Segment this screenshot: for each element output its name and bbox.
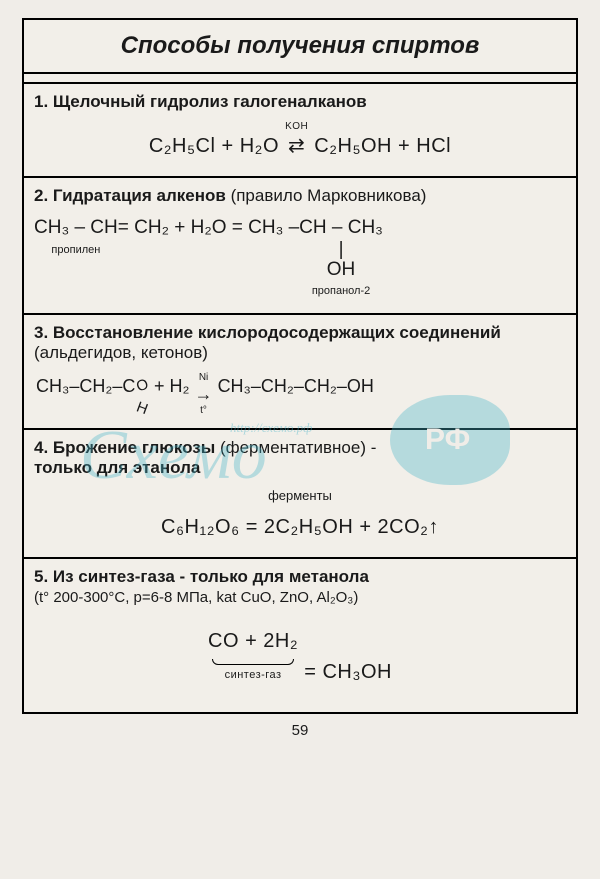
section-3: 3. Восстановление кислородосодержащих со…	[24, 315, 576, 430]
s3-head-light: (альдегидов, кетонов)	[34, 343, 208, 362]
s3-arrow-group: Ni → t°	[195, 373, 213, 414]
title-box: Способы получения спиртов	[24, 20, 576, 74]
s3-arrow: →	[195, 384, 213, 404]
s2-lhs1-sub: пропилен	[51, 243, 100, 257]
section-5-heading: 5. Из синтез-газа - только для метанола …	[34, 567, 566, 607]
s5-head-bold: 5. Из синтез-газа - только для метанола	[34, 567, 369, 586]
s3-cond-bot: t°	[195, 406, 213, 416]
page-number: 59	[22, 722, 578, 739]
s4-head-bold: 4. Брожение глюкозы	[34, 438, 215, 457]
eq1-right: C₂H₅OH + HCl	[314, 135, 451, 157]
s2-lhs2: = CH₂ + H₂O = CH₃ –	[118, 216, 299, 241]
s2-lhs1: CH₃ – CH	[34, 216, 118, 241]
section-5-equation: CO + 2H₂ синтез-газ = CH₃OH	[34, 625, 566, 688]
eq1-arrow-group: KOH ⇄	[285, 122, 308, 162]
eq1-arrow: ⇄	[288, 135, 305, 157]
s4-head-light1: (ферментативное) -	[215, 438, 376, 457]
s4-ferments: ферменты	[34, 488, 566, 503]
s3-aldehyde: OH	[135, 380, 149, 414]
s3-head-bold: 3. Восстановление кислородосодержащих со…	[34, 323, 501, 342]
section-1-heading: 1. Щелочный гидролиз галогеналканов	[34, 92, 566, 112]
s2-rhs-oh: OH	[327, 258, 356, 283]
s3-cond-top: Ni	[195, 373, 213, 383]
title-gap	[24, 74, 576, 84]
s2-head-bold: 2. Гидратация алкенов	[34, 186, 226, 205]
eq1-left: C₂H₅Cl + H₂O	[149, 135, 279, 157]
s2-propylene: CH₃ – CH пропилен	[34, 216, 118, 257]
section-1: 1. Щелочный гидролиз галогеналканов C₂H₅…	[24, 84, 576, 178]
s5-brace	[212, 659, 294, 665]
s5-lhs-label: синтез-газ	[208, 667, 298, 685]
eq1-condition: KOH	[285, 122, 308, 132]
s3-plus: + H₂	[154, 376, 190, 396]
s5-rhs: = CH₃OH	[304, 661, 392, 683]
s4-head-light2: только для этанола	[34, 458, 200, 477]
s5-lhs: CO + 2H₂	[208, 630, 298, 652]
s2-rhs-line1: CH – CH₃	[299, 216, 383, 241]
page-title: Способы получения спиртов	[32, 32, 568, 60]
s5-head-light: (t° 200-300°C, p=6-8 МПа, kat CuO, ZnO, …	[34, 589, 358, 606]
s2-product: CH – CH₃ | OH пропанол-2	[299, 216, 383, 299]
s2-head-light: (правило Марковникова)	[226, 186, 427, 205]
section-3-equation: CH₃–CH₂–COH + H₂ Ni → t° CH₃–CH₂–CH₂–OH	[34, 373, 566, 414]
s3-rhs: CH₃–CH₂–CH₂–OH	[218, 376, 374, 396]
section-5: 5. Из синтез-газа - только для метанола …	[24, 559, 576, 712]
s3-lhs: CH₃–CH₂–C	[36, 376, 135, 396]
section-1-equation: C₂H₅Cl + H₂O KOH ⇄ C₂H₅OH + HCl	[34, 122, 566, 162]
section-2-heading: 2. Гидратация алкенов (правило Марковник…	[34, 186, 566, 206]
s5-underbrace: CO + 2H₂ синтез-газ	[208, 625, 298, 685]
section-2-equation: CH₃ – CH пропилен = CH₂ + H₂O = CH₃ – CH…	[34, 216, 566, 299]
section-4-equation: C₆H₁₂O₆ = 2C₂H₅OH + 2CO₂↑	[34, 511, 566, 543]
s2-rhs-sub: пропанол-2	[312, 284, 370, 298]
section-4-heading: 4. Брожение глюкозы (ферментативное) - т…	[34, 438, 566, 478]
section-4: 4. Брожение глюкозы (ферментативное) - т…	[24, 430, 576, 559]
page-card: Способы получения спиртов 1. Щелочный ги…	[22, 18, 578, 714]
s2-rhs-bar: |	[339, 241, 344, 258]
section-3-heading: 3. Восстановление кислородосодержащих со…	[34, 323, 566, 363]
section-2: 2. Гидратация алкенов (правило Марковник…	[24, 178, 576, 315]
